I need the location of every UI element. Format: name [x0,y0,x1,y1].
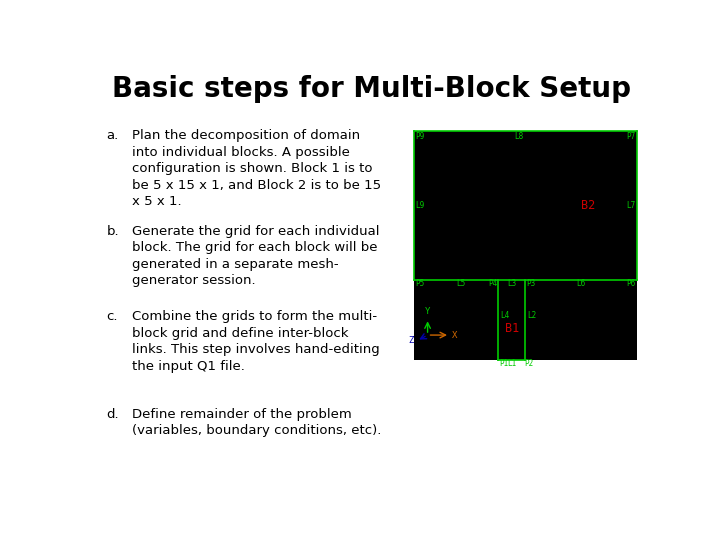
Text: P3: P3 [526,279,536,288]
Text: c.: c. [107,310,118,323]
Text: d.: d. [107,408,120,421]
Text: X: X [451,330,457,340]
Text: Plan the decomposition of domain
into individual blocks. A possible
configuratio: Plan the decomposition of domain into in… [132,129,381,208]
Text: L1: L1 [507,359,516,368]
Text: Z: Z [408,336,414,346]
Text: Generate the grid for each individual
block. The grid for each block will be
gen: Generate the grid for each individual bl… [132,225,379,287]
Text: Y: Y [425,307,430,316]
Text: L4: L4 [500,312,509,320]
Text: L8: L8 [514,132,523,141]
Text: Define remainder of the problem
(variables, boundary conditions, etc).: Define remainder of the problem (variabl… [132,408,381,437]
Text: B2: B2 [580,199,595,212]
Text: Combine the grids to form the multi-
block grid and define inter-block
links. Th: Combine the grids to form the multi- blo… [132,310,379,373]
Text: P4: P4 [488,279,498,288]
Text: b.: b. [107,225,120,238]
Text: P7: P7 [626,132,636,141]
Text: a.: a. [107,129,119,142]
Text: P6: P6 [626,279,636,288]
Text: P1: P1 [500,359,509,368]
Text: L2: L2 [527,312,536,320]
Text: P9: P9 [415,132,424,141]
Text: B1: B1 [505,322,519,335]
Text: L7: L7 [626,201,635,210]
Bar [413,131,637,360]
Text: P2: P2 [525,359,534,368]
Text: L5: L5 [456,279,465,288]
Text: L9: L9 [415,201,425,210]
Text: P5: P5 [415,279,424,288]
Text: L6: L6 [577,279,586,288]
Text: Basic steps for Multi-Block Setup: Basic steps for Multi-Block Setup [112,75,631,103]
Text: L3: L3 [507,279,516,288]
